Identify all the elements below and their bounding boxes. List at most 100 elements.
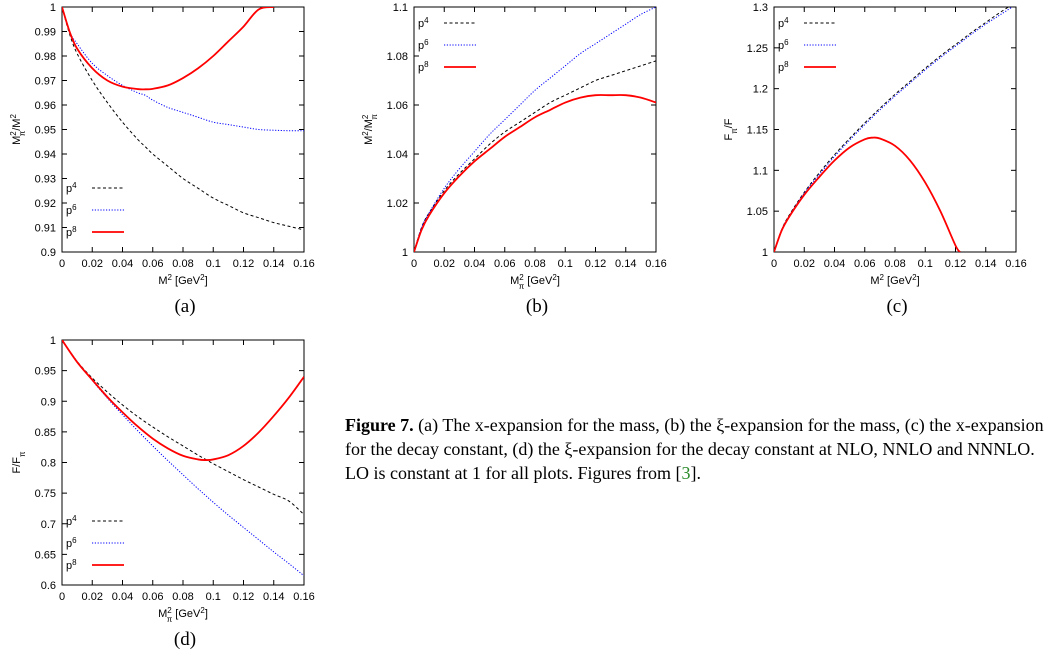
caption-text: (a) The x-expansion for the mass, (b) th… [345, 415, 1044, 483]
legend-label-p4: p4 [66, 181, 77, 196]
y-axis-label: F/Fπ [11, 451, 27, 474]
x-axis-label: M2 [GeV2] [158, 273, 207, 288]
legend-label-p6: p6 [418, 38, 429, 53]
series-line-p6 [774, 7, 1014, 252]
y-tick-label: 0.92 [35, 198, 56, 210]
y-tick-label: 1.2 [753, 84, 768, 96]
subcaption-d: (d) [173, 629, 197, 650]
y-tick-label: 0.98 [35, 51, 56, 63]
chart-d: 0 0.02 0.04 0.06 0.08 0.1 0.12 0.14 0.16 0.6 0.65 0… [11, 335, 315, 624]
subcaption-c: (c) [886, 296, 908, 317]
series-line-p8 [62, 7, 274, 91]
figure-caption: Figure 7. (a) The x-expansion for the ma… [345, 413, 1045, 485]
series-line-p6 [414, 7, 656, 252]
y-tick-label: 0.91 [35, 223, 56, 235]
legend-label-p8: p8 [778, 60, 789, 75]
legend-label-p8: p8 [418, 60, 429, 75]
x-tick-label: 0 [411, 258, 417, 270]
y-tick-label: 0.99 [35, 27, 56, 39]
chart-b: 0 0.02 0.04 0.06 0.08 0.1 0.12 0.14 0.16 1 1.02 1.0… [361, 2, 667, 291]
x-tick-label: 0.06 [854, 258, 875, 270]
plot-frame [413, 6, 657, 253]
x-tick-label: 0.02 [82, 258, 103, 270]
chart-a: 0 0.02 0.04 0.06 0.08 0.1 0.12 0.14 0.16 0.9 0.91 0… [9, 2, 315, 288]
chart-c: 0 0.02 0.04 0.06 0.08 0.1 0.12 0.14 0.16 1 1.05 1.1… [723, 2, 1027, 288]
legend-label-p8: p8 [66, 558, 77, 573]
y-tick-label: 0.95 [35, 125, 56, 137]
x-tick-label: 0.06 [494, 258, 515, 270]
series-line-p8 [774, 136, 961, 252]
series-line-p4 [62, 7, 304, 231]
x-tick-label: 0 [59, 591, 65, 603]
y-tick-label: 1.04 [387, 149, 408, 161]
series-group [62, 7, 304, 231]
x-axis-label: M2 [GeV2] [870, 273, 919, 288]
series-line-p8 [414, 94, 656, 252]
series-group [774, 7, 1014, 252]
y-tick-label: 1.3 [753, 2, 768, 14]
series-line-p6 [62, 340, 304, 577]
y-axis-label: M2π/M2 [9, 114, 27, 145]
x-tick-label: 0.16 [293, 258, 314, 270]
y-axis-label: M2/M2π [361, 114, 379, 145]
x-tick-label: 0 [59, 258, 65, 270]
legend-label-p4: p4 [418, 16, 429, 31]
x-tick-label: 0.14 [263, 258, 284, 270]
x-tick-label: 0.08 [524, 258, 545, 270]
y-tick-label: 1 [50, 335, 56, 347]
x-tick-label: 0.1 [558, 258, 573, 270]
x-tick-label: 0.04 [112, 258, 133, 270]
x-tick-label: 0.04 [464, 258, 485, 270]
x-tick-label: 0.08 [172, 258, 193, 270]
x-tick-label: 0.16 [1005, 258, 1026, 270]
subcaption-a: (a) [174, 296, 196, 317]
y-tick-label: 0.95 [35, 366, 56, 378]
legend-label-p6: p6 [66, 536, 77, 551]
series-line-p4 [414, 60, 656, 252]
x-tick-label: 0.16 [645, 258, 666, 270]
legend-label-p8: p8 [66, 225, 77, 240]
caption-reference-link[interactable]: 3 [681, 463, 691, 483]
panel-b: 0 0.02 0.04 0.06 0.08 0.1 0.12 0.14 0.16 1 1.02 1.0… [352, 0, 692, 330]
y-tick-label: 0.93 [35, 174, 56, 186]
subcaption-b: (b) [525, 296, 549, 317]
x-tick-label: 0.14 [975, 258, 996, 270]
y-tick-label: 1 [402, 247, 408, 259]
y-tick-label: 1 [50, 2, 56, 14]
y-tick-label: 1.06 [387, 100, 408, 112]
series-line-p4 [62, 340, 304, 515]
x-tick-label: 0.12 [233, 591, 254, 603]
plot-frame [61, 339, 305, 586]
caption-text-end: ]. [690, 463, 701, 483]
legend-label-p6: p6 [778, 38, 789, 53]
x-tick-label: 0.02 [794, 258, 815, 270]
y-axis-label: Fπ/F [723, 118, 739, 140]
x-tick-label: 0.04 [824, 258, 845, 270]
y-tick-label: 0.94 [35, 149, 56, 161]
y-tick-label: 0.65 [35, 549, 56, 561]
y-tick-label: 1.1 [393, 2, 408, 14]
x-tick-label: 0.04 [112, 591, 133, 603]
x-tick-label: 0.1 [206, 258, 221, 270]
y-tick-label: 1.1 [753, 165, 768, 177]
series-line-p6 [62, 7, 304, 132]
x-tick-label: 0.12 [233, 258, 254, 270]
y-tick-label: 1.25 [747, 43, 768, 55]
plot-frame [61, 6, 305, 253]
series-group [414, 7, 656, 252]
x-tick-label: 0.06 [142, 591, 163, 603]
x-tick-label: 0.02 [82, 591, 103, 603]
y-tick-label: 0.6 [41, 580, 56, 592]
y-tick-label: 0.97 [35, 76, 56, 88]
panel-c: 0 0.02 0.04 0.06 0.08 0.1 0.12 0.14 0.16 1 1.05 1.1… [712, 0, 1052, 330]
x-tick-label: 0.06 [142, 258, 163, 270]
legend-label-p4: p4 [66, 514, 77, 529]
x-tick-label: 0.1 [206, 591, 221, 603]
y-tick-label: 1 [762, 247, 768, 259]
y-tick-label: 1.15 [747, 125, 768, 137]
y-tick-label: 1.08 [387, 51, 408, 63]
x-tick-label: 0.14 [263, 591, 284, 603]
series-line-p4 [774, 7, 1010, 252]
x-tick-label: 0.12 [945, 258, 966, 270]
legend-label-p4: p4 [778, 16, 789, 31]
